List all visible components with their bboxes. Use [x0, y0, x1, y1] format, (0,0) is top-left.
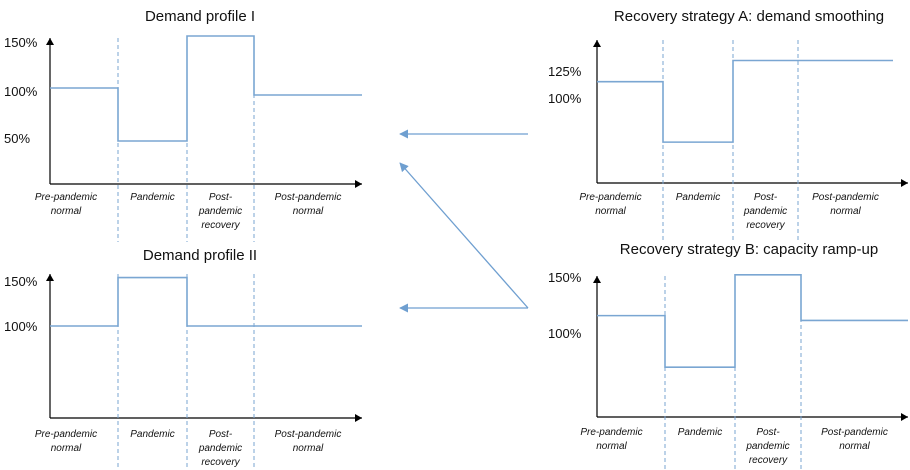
- phase-label: Post-pandemic normal: [275, 192, 342, 217]
- phase-label: Post-pandemic recovery: [198, 429, 242, 468]
- y-tick-label: 150%: [4, 35, 38, 50]
- y-tick-label: 100%: [4, 319, 38, 334]
- panel-title: Demand profile I: [145, 8, 255, 25]
- phase-label: Post-pandemic normal: [812, 192, 879, 217]
- demand-step-line: [597, 59, 893, 143]
- x-axis-arrowhead: [901, 179, 908, 187]
- demand-step-line: [597, 274, 908, 368]
- y-tick-label: 100%: [4, 84, 38, 99]
- arrows: [399, 129, 529, 313]
- y-tick-label: 100%: [548, 91, 582, 106]
- panels: Demand profile I 150% 100% 50% Pre-pandemic n…: [4, 8, 908, 470]
- y-tick-label: 150%: [548, 270, 582, 285]
- x-axis-arrowhead: [901, 413, 908, 421]
- demand-profile-1-panel: Demand profile I 150% 100% 50% Pre-pandemic n…: [4, 8, 362, 242]
- y-tick-label: 50%: [4, 131, 30, 146]
- y-tick-label: 125%: [548, 64, 582, 79]
- phase-label: Pre-pandemic normal: [579, 192, 641, 217]
- phase-label: Post-pandemic normal: [275, 429, 342, 454]
- demand-step-line: [50, 276, 362, 327]
- y-tick-label: 150%: [4, 274, 38, 289]
- y-tick-label: 100%: [548, 326, 582, 341]
- phase-label: Pre-pandemic normal: [35, 429, 97, 454]
- strategy-b-panel: Recovery strategy B: capacity ramp-up 150…: [548, 241, 908, 470]
- phase-label: Pre-pandemic normal: [580, 427, 642, 452]
- panel-title: Recovery strategy A: demand smoothing: [614, 8, 884, 25]
- arrow-strategy-b-to-profile-1: [399, 162, 529, 309]
- phase-label: Post-pandemic recovery: [743, 192, 787, 231]
- x-axis-arrowhead: [355, 180, 362, 188]
- phase-label: Pandemic: [676, 192, 720, 203]
- panel-title: Recovery strategy B: capacity ramp-up: [620, 241, 878, 258]
- phase-label: Post-pandemic recovery: [198, 192, 242, 231]
- y-axis-arrowhead: [46, 38, 54, 45]
- strategy-a-panel: Recovery strategy A: demand smoothing 125…: [548, 8, 908, 241]
- y-axis-arrowhead: [593, 276, 601, 283]
- phase-label: Pandemic: [130, 192, 174, 203]
- phase-label: Post-pandemic recovery: [745, 427, 789, 466]
- demand-step-line: [50, 35, 362, 142]
- phase-label: Pre-pandemic normal: [35, 192, 97, 217]
- y-axis-arrowhead: [46, 274, 54, 281]
- phase-label: Pandemic: [678, 427, 722, 438]
- panel-title: Demand profile II: [143, 247, 257, 264]
- phase-label: Post-pandemic normal: [821, 427, 888, 452]
- phase-label: Pandemic: [130, 429, 174, 440]
- x-axis-arrowhead: [355, 414, 362, 422]
- demand-profile-2-panel: Demand profile II 150% 100% Pre-pandemic nor…: [4, 247, 362, 470]
- y-axis-arrowhead: [593, 40, 601, 47]
